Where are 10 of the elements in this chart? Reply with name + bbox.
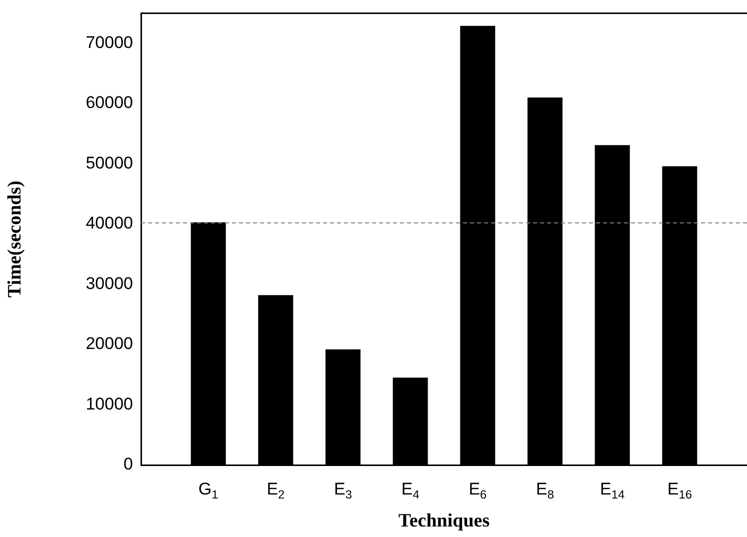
y-tick-label: 60000 [86,93,133,112]
y-axis-title: Time(seconds) [4,180,26,298]
x-axis-title: Techniques [398,510,490,532]
y-tick-label: 30000 [86,274,133,293]
y-tick-label: 20000 [86,334,133,354]
y-tick-label: 0 [124,454,133,474]
y-tick-label: 10000 [86,394,133,414]
y-tick-label: 70000 [86,33,133,52]
y-tick-label: 50000 [86,153,133,172]
y-tick-label: 40000 [86,214,133,233]
